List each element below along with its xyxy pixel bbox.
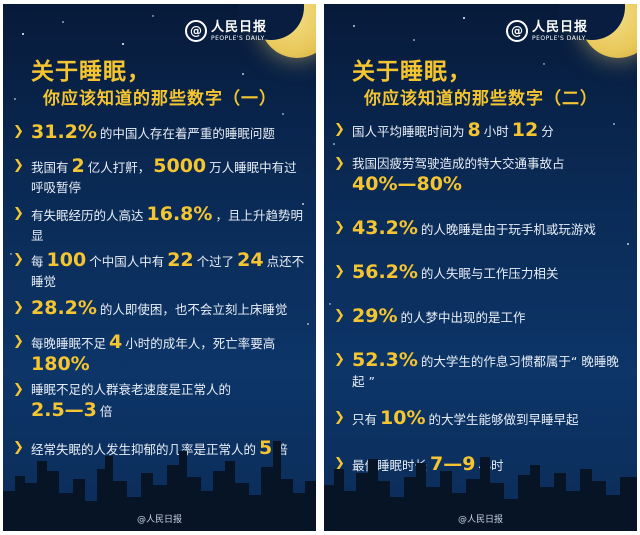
fact-item: ❯ 我国因疲劳驾驶造成的特大交通事故占 40%—80% — [334, 154, 629, 196]
arrow-bullet-icon: ❯ — [13, 300, 24, 315]
fact-text: 的大学生的作息习惯都属于“ 晚睡晚起 ” — [352, 354, 619, 389]
arrow-bullet-icon: ❯ — [334, 122, 345, 137]
fact-text: 小时 — [483, 124, 509, 139]
fact-item: ❯ 睡眠不足的人群衰老速度是正常人的 2.5—3 倍 — [13, 380, 308, 422]
arrow-bullet-icon: ❯ — [13, 124, 24, 139]
poster-panel-left: @ 人民日报 PEOPLE'S DAILY 关于睡眠， 你应该知道的那些数字（一… — [3, 4, 316, 531]
fact-number: 7—9 — [430, 453, 476, 475]
fact-number: 10% — [380, 407, 426, 429]
arrow-bullet-icon: ❯ — [13, 252, 24, 267]
fact-text: 我国有 — [31, 160, 69, 175]
weibo-at-icon: @ — [185, 20, 207, 42]
footer-credit: @人民日报 — [457, 515, 503, 525]
fact-text: 的人即使困，也不会立刻上床睡觉 — [99, 302, 288, 317]
logo-english: PEOPLE'S DAILY — [532, 34, 586, 42]
fact-item: ❯ 有失眠经历的人高达 16.8% ，且上升趋势明显 — [13, 204, 308, 246]
fact-number: 31.2% — [31, 121, 97, 143]
fact-number: 180% — [31, 353, 90, 375]
fact-text: 国人平均睡眠时间为 — [352, 124, 465, 139]
weibo-at-icon: @ — [506, 20, 528, 42]
fact-number: 43.2% — [352, 217, 418, 239]
city-skyline — [3, 441, 316, 531]
arrow-bullet-icon: ❯ — [334, 410, 345, 425]
arrow-bullet-icon: ❯ — [334, 264, 345, 279]
fact-text: 小时的成年人，死亡率要高 — [125, 336, 276, 351]
fact-item: ❯ 每 100 个中国人中有 22 个过了 24 点还不睡觉 — [13, 250, 308, 292]
fact-text: 个过了 — [196, 254, 235, 269]
poster-panel-right: @ 人民日报 PEOPLE'S DAILY 关于睡眠， 你应该知道的那些数字（二… — [324, 4, 637, 531]
fact-text: 的人梦中出现的是工作 — [400, 310, 526, 325]
fact-text: ，且上升趋势明显 — [31, 208, 303, 243]
fact-item: ❯ 31.2% 的中国人存在着严重的睡眠问题 — [13, 122, 308, 144]
poster-subtitle: 你应该知道的那些数字（二） — [364, 89, 598, 109]
fact-text: 的人晚睡是由于玩手机或玩游戏 — [420, 222, 596, 237]
fact-text: 分 — [541, 124, 554, 139]
city-skyline — [324, 457, 637, 531]
fact-number: 28.2% — [31, 297, 97, 319]
arrow-bullet-icon: ❯ — [334, 308, 345, 323]
poster-subtitle: 你应该知道的那些数字（一） — [43, 89, 277, 109]
fact-item: ❯ 28.2% 的人即使困，也不会立刻上床睡觉 — [13, 298, 308, 320]
fact-text: 只有 — [352, 412, 378, 427]
people-daily-logo: @ 人民日报 PEOPLE'S DAILY — [185, 20, 267, 42]
fact-number: 29% — [352, 305, 398, 327]
fact-text: 的大学生能够做到早睡早起 — [428, 412, 579, 427]
poster-title: 关于睡眠， — [352, 59, 472, 85]
fact-text: 睡眠不足的人群衰老速度是正常人的 — [31, 382, 232, 397]
fact-number: 2.5—3 — [31, 399, 97, 421]
poster-title: 关于睡眠， — [31, 59, 151, 85]
fact-text: 亿人打鼾， — [87, 160, 151, 175]
fact-text: 经常失眠的人发生抑郁的几率是正常人的 — [31, 442, 257, 457]
arrow-bullet-icon: ❯ — [334, 352, 345, 367]
fact-number: 4 — [109, 331, 123, 353]
fact-text: 倍 — [99, 404, 113, 419]
fact-item: ❯ 56.2% 的人失眠与工作压力相关 — [334, 262, 629, 284]
arrow-bullet-icon: ❯ — [334, 456, 345, 471]
fact-number: 100 — [46, 249, 87, 271]
fact-text: 每 — [31, 254, 44, 269]
fact-number: 24 — [237, 249, 264, 271]
fact-number: 12 — [511, 119, 539, 141]
fact-number: 22 — [167, 249, 194, 271]
fact-number: 16.8% — [146, 203, 213, 225]
arrow-bullet-icon: ❯ — [13, 440, 24, 455]
fact-text: 点还不睡觉 — [31, 254, 305, 289]
fact-number: 8 — [467, 119, 481, 141]
fact-number: 2 — [71, 155, 85, 177]
logo-english: PEOPLE'S DAILY — [211, 34, 265, 42]
fact-item: ❯ 29% 的人梦中出现的是工作 — [334, 306, 629, 328]
fact-item: ❯ 我国有 2 亿人打鼾， 5000 万人睡眠中有过呼吸暂停 — [13, 156, 308, 198]
fact-text: 个中国人中有 — [89, 254, 165, 269]
fact-number: 52.3% — [352, 349, 418, 371]
fact-item: ❯ 43.2% 的人晚睡是由于玩手机或玩游戏 — [334, 218, 629, 240]
fact-text: 万人睡眠中有过呼吸暂停 — [31, 160, 297, 195]
fact-text: 有失眠经历的人高达 — [31, 208, 144, 223]
fact-text: 的人失眠与工作压力相关 — [420, 266, 559, 281]
footer-credit: @人民日报 — [136, 515, 182, 525]
arrow-bullet-icon: ❯ — [334, 220, 345, 235]
arrow-bullet-icon: ❯ — [334, 156, 345, 171]
arrow-bullet-icon: ❯ — [13, 334, 24, 349]
fact-item: ❯ 国人平均睡眠时间为 8 小时 12 分 — [334, 120, 629, 142]
logo-name: 人民日报 — [211, 19, 268, 35]
fact-text: 的中国人存在着严重的睡眠问题 — [99, 126, 275, 141]
fact-item: ❯ 52.3% 的大学生的作息习惯都属于“ 晚睡晚起 ” — [334, 350, 629, 392]
fact-text: 我国因疲劳驾驶造成的特大交通事故占 — [352, 156, 565, 171]
arrow-bullet-icon: ❯ — [13, 382, 24, 397]
arrow-bullet-icon: ❯ — [13, 158, 24, 173]
fact-text: 每晚睡眠不足 — [31, 336, 107, 351]
fact-number: 56.2% — [352, 261, 418, 283]
fact-item: ❯ 只有 10% 的大学生能够做到早睡早起 — [334, 408, 629, 430]
fact-number: 40%—80% — [352, 173, 462, 195]
fact-number: 5 — [259, 437, 273, 459]
fact-number: 5000 — [153, 155, 207, 177]
fact-item: ❯ 每晚睡眠不足 4 小时的成年人，死亡率要高 180% — [13, 332, 308, 376]
people-daily-logo: @ 人民日报 PEOPLE'S DAILY — [506, 20, 588, 42]
arrow-bullet-icon: ❯ — [13, 206, 24, 221]
logo-name: 人民日报 — [532, 19, 589, 35]
